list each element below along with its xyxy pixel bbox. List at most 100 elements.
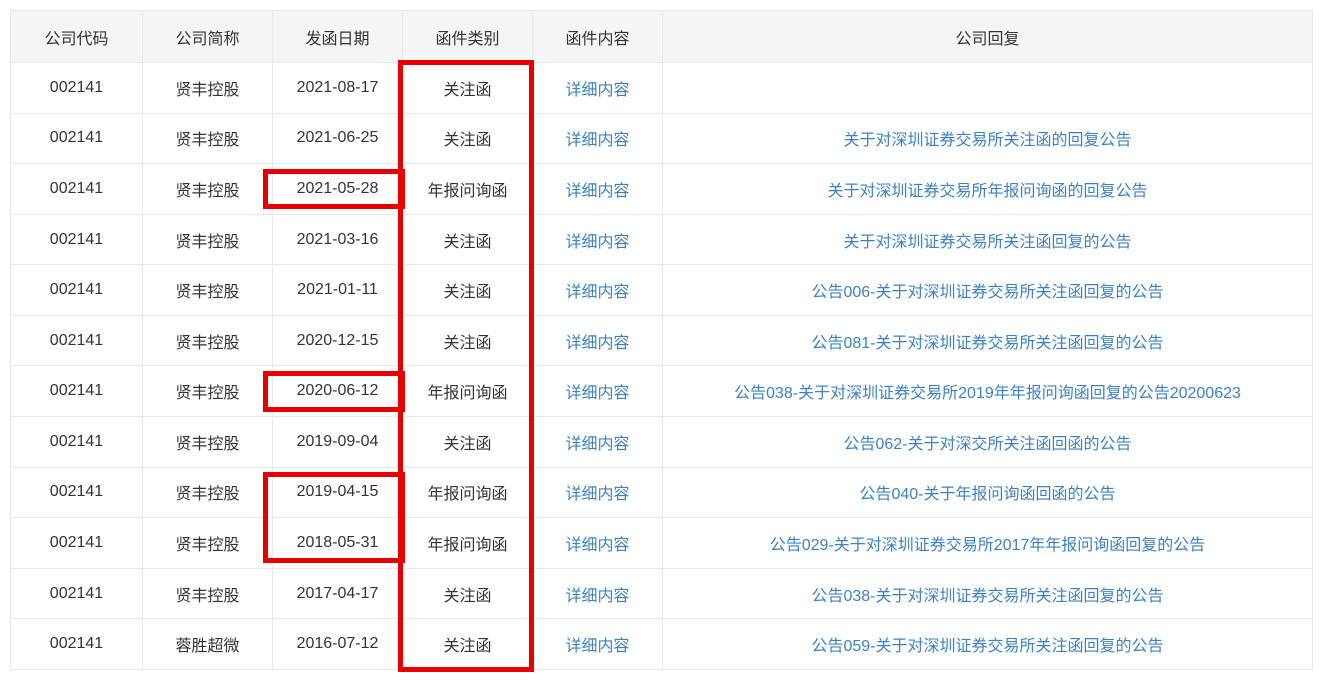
detail-content-link[interactable]: 详细内容 [565,385,630,403]
detail-content-link[interactable]: 详细内容 [565,587,630,605]
cell-letter-date: 2020-12-15 [272,314,403,367]
cell-company-name: 贤丰控股 [142,62,273,114]
company-reply-link[interactable]: 公告006-关于对深圳证券交易所关注函回复的公告 [811,284,1164,302]
cell-company-reply: 关于对深圳证券交易所关注函回复的公告 [662,213,1313,266]
cell-company-code: 002141 [10,567,143,620]
table-row: 002141 贤丰控股 2021-03-16 关注函 详细内容 关于对深圳证券交… [10,213,1313,266]
cell-letter-type: 关注函 [402,112,533,165]
cell-letter-type: 关注函 [402,618,533,670]
company-reply-link[interactable]: 公告029-关于对深圳证券交易所2017年年报问询函回复的公告 [769,536,1206,554]
table-row: 002141 蓉胜超微 2016-07-12 关注函 详细内容 公告059-关于… [10,618,1313,670]
company-reply-link[interactable]: 公告081-关于对深圳证券交易所关注函回复的公告 [811,334,1164,352]
cell-company-reply: 公告081-关于对深圳证券交易所关注函回复的公告 [662,314,1313,367]
cell-company-name: 贤丰控股 [142,213,273,266]
company-reply-link[interactable]: 关于对深圳证券交易所关注函的回复公告 [843,132,1132,150]
cell-company-code: 002141 [10,466,143,519]
table-row: 002141 贤丰控股 2021-08-17 关注函 详细内容 [10,62,1313,114]
cell-company-name: 贤丰控股 [142,264,273,316]
table-row: 002141 贤丰控股 2021-01-11 关注函 详细内容 公告006-关于… [10,264,1313,316]
detail-content-link[interactable]: 详细内容 [565,486,630,504]
table-row: 002141 贤丰控股 2018-05-31 年报问询函 详细内容 公告029-… [10,517,1313,569]
cell-letter-date: 2021-08-17 [272,62,403,114]
detail-content-link[interactable]: 详细内容 [565,536,630,554]
header-company-name: 公司简称 [142,10,273,63]
company-reply-link[interactable]: 关于对深圳证券交易所关注函回复的公告 [843,233,1132,251]
table-row: 002141 贤丰控股 2021-05-28 年报问询函 详细内容 关于对深圳证… [10,163,1313,215]
cell-company-reply: 公告059-关于对深圳证券交易所关注函回复的公告 [662,618,1313,670]
cell-letter-type: 关注函 [402,567,533,620]
detail-content-link[interactable]: 详细内容 [565,132,630,150]
cell-company-code: 002141 [10,416,143,468]
cell-company-name: 贤丰控股 [142,365,273,418]
cell-letter-date: 2017-04-17 [272,567,403,620]
detail-content-link[interactable]: 详细内容 [565,233,630,251]
cell-company-reply: 公告038-关于对深圳证券交易所2019年年报问询函回复的公告20200623 [662,365,1313,418]
header-letter-type: 函件类别 [402,10,533,63]
cell-company-reply: 关于对深圳证券交易所年报问询函的回复公告 [662,163,1313,215]
cell-company-reply: 公告029-关于对深圳证券交易所2017年年报问询函回复的公告 [662,517,1313,569]
company-reply-link[interactable]: 关于对深圳证券交易所年报问询函的回复公告 [827,182,1148,200]
cell-company-name: 贤丰控股 [142,163,273,215]
cell-letter-type: 年报问询函 [402,517,533,569]
cell-company-name: 贤丰控股 [142,416,273,468]
cell-company-name: 贤丰控股 [142,517,273,569]
header-row: 公司代码 公司简称 发函日期 函件类别 函件内容 公司回复 [10,10,1313,63]
cell-letter-content: 详细内容 [532,416,663,468]
cell-letter-date: 2021-06-25 [272,112,403,165]
inquiry-letters-table: 公司代码 公司简称 发函日期 函件类别 函件内容 公司回复 002141 贤丰控… [10,10,1313,670]
cell-company-name: 贤丰控股 [142,314,273,367]
cell-letter-content: 详细内容 [532,163,663,215]
table-row: 002141 贤丰控股 2019-09-04 关注函 详细内容 公告062-关于… [10,416,1313,468]
cell-letter-date: 2019-09-04 [272,416,403,468]
cell-letter-date: 2021-01-11 [272,264,403,316]
cell-company-reply: 公告038-关于对深圳证券交易所关注函回复的公告 [662,567,1313,620]
detail-content-link[interactable]: 详细内容 [565,435,630,453]
cell-letter-type: 年报问询函 [402,365,533,418]
cell-company-reply: 公告006-关于对深圳证券交易所关注函回复的公告 [662,264,1313,316]
cell-company-reply: 公告062-关于对深交所关注函回函的公告 [662,416,1313,468]
table-row: 002141 贤丰控股 2021-06-25 关注函 详细内容 关于对深圳证券交… [10,112,1313,165]
company-reply-link[interactable]: 公告062-关于对深交所关注函回函的公告 [843,435,1132,453]
company-reply-link[interactable]: 公告040-关于年报问询函回函的公告 [859,486,1116,504]
header-company-code: 公司代码 [10,10,143,63]
cell-letter-date: 2018-05-31 [272,517,403,569]
cell-company-name: 贤丰控股 [142,567,273,620]
table-row: 002141 贤丰控股 2020-06-12 年报问询函 详细内容 公告038-… [10,365,1313,418]
cell-company-reply: 公告040-关于年报问询函回函的公告 [662,466,1313,519]
cell-company-code: 002141 [10,213,143,266]
header-letter-date: 发函日期 [272,10,403,63]
cell-letter-content: 详细内容 [532,213,663,266]
detail-content-link[interactable]: 详细内容 [565,638,630,656]
cell-letter-content: 详细内容 [532,314,663,367]
cell-company-code: 002141 [10,112,143,165]
cell-letter-type: 关注函 [402,264,533,316]
cell-company-reply: 关于对深圳证券交易所关注函的回复公告 [662,112,1313,165]
cell-letter-content: 详细内容 [532,567,663,620]
detail-content-link[interactable]: 详细内容 [565,334,630,352]
company-reply-link[interactable]: 公告038-关于对深圳证券交易所关注函回复的公告 [811,587,1164,605]
table-row: 002141 贤丰控股 2017-04-17 关注函 详细内容 公告038-关于… [10,567,1313,620]
cell-letter-type: 年报问询函 [402,466,533,519]
cell-company-code: 002141 [10,618,143,670]
cell-letter-date: 2016-07-12 [272,618,403,670]
cell-letter-date: 2021-03-16 [272,213,403,266]
cell-company-name: 贤丰控股 [142,112,273,165]
cell-letter-content: 详细内容 [532,62,663,114]
cell-letter-date: 2019-04-15 [272,466,403,519]
cell-letter-content: 详细内容 [532,517,663,569]
cell-letter-content: 详细内容 [532,466,663,519]
cell-company-code: 002141 [10,517,143,569]
cell-company-reply [662,62,1313,114]
cell-company-code: 002141 [10,264,143,316]
table-row: 002141 贤丰控股 2020-12-15 关注函 详细内容 公告081-关于… [10,314,1313,367]
header-letter-content: 函件内容 [532,10,663,63]
detail-content-link[interactable]: 详细内容 [565,182,630,200]
company-reply-link[interactable]: 公告038-关于对深圳证券交易所2019年年报问询函回复的公告20200623 [734,385,1241,403]
cell-letter-content: 详细内容 [532,618,663,670]
detail-content-link[interactable]: 详细内容 [565,284,630,302]
cell-letter-date: 2020-06-12 [272,365,403,418]
company-reply-link[interactable]: 公告059-关于对深圳证券交易所关注函回复的公告 [811,638,1164,656]
header-company-reply: 公司回复 [662,10,1313,63]
detail-content-link[interactable]: 详细内容 [565,81,630,99]
